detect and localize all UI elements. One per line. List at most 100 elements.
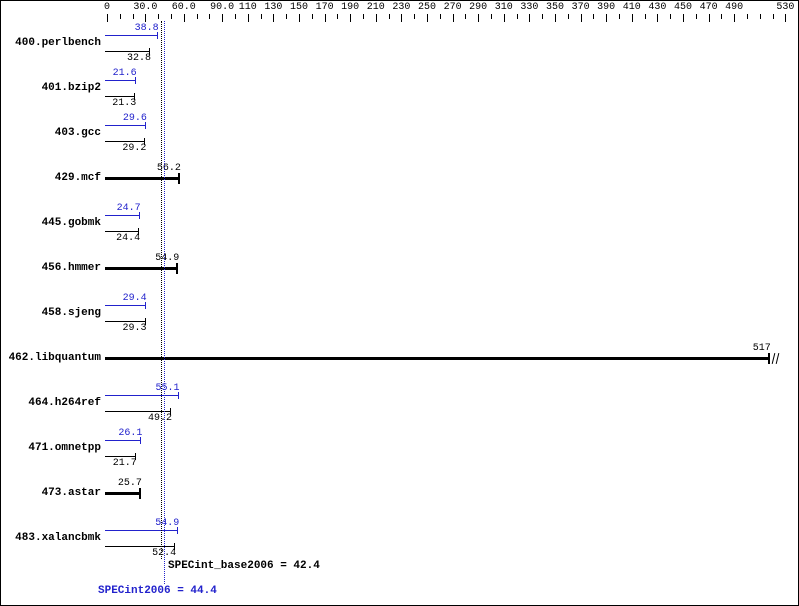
axis-tick-label: 30.0 — [133, 2, 158, 13]
axis-tick — [516, 14, 518, 19]
peak-reference-line — [163, 21, 165, 584]
axis-tick — [580, 14, 582, 22]
base-bar — [105, 321, 145, 322]
axis-tick-label: 390 — [597, 2, 616, 13]
base-bar — [105, 96, 135, 97]
axis-tick — [337, 14, 339, 19]
benchmark-label: 464.h264ref — [28, 397, 101, 409]
base-value-label: 21.7 — [112, 458, 137, 469]
peak-value-label: 54.9 — [155, 518, 180, 529]
axis-tick-label: 410 — [622, 2, 641, 13]
bar-value-label: 56.2 — [156, 163, 181, 174]
benchmark-label: 458.sjeng — [41, 307, 101, 319]
peak-bar — [105, 215, 139, 216]
axis-tick — [721, 14, 723, 19]
axis-tick-label: 210 — [366, 2, 385, 13]
base-bar-end-tick — [138, 228, 140, 235]
axis-tick — [734, 14, 736, 22]
base-bar-end-tick — [144, 138, 146, 145]
peak-mean-label: SPECint2006 = 44.4 — [98, 585, 217, 597]
base-value-label: 49.2 — [147, 413, 172, 424]
axis-tick — [119, 14, 121, 19]
axis-tick-label: 470 — [699, 2, 718, 13]
axis-tick — [183, 14, 185, 22]
bar-value-label: 54.9 — [155, 253, 180, 264]
axis-tick — [657, 14, 659, 22]
clip-mark — [775, 353, 780, 364]
axis-tick — [158, 14, 160, 19]
axis-tick-label: 230 — [392, 2, 411, 13]
axis-tick — [708, 14, 710, 22]
axis-tick — [785, 14, 787, 22]
axis-tick — [363, 14, 364, 19]
peak-bar — [105, 80, 135, 81]
peak-bar — [105, 395, 178, 396]
axis-tick-label: 150 — [289, 2, 309, 13]
result-bar — [105, 177, 179, 180]
peak-bar-end-tick — [134, 77, 136, 84]
benchmark-label: 456.hmmer — [41, 262, 101, 274]
base-value-label: 24.4 — [116, 233, 141, 244]
axis-tick-label: 490 — [725, 2, 744, 13]
axis-tick — [260, 14, 262, 19]
axis-tick — [644, 14, 646, 19]
axis-tick — [747, 14, 748, 19]
result-bar — [105, 357, 769, 360]
base-reference-line — [161, 21, 163, 559]
peak-value-label: 55.1 — [155, 383, 180, 394]
axis-tick — [235, 14, 236, 19]
peak-bar-end-tick — [144, 122, 146, 129]
bar-value-label: 25.7 — [117, 478, 142, 489]
axis-tick-label: 190 — [341, 2, 360, 13]
base-bar — [105, 231, 139, 232]
axis-tick — [171, 14, 172, 19]
axis-tick — [107, 14, 108, 22]
axis-tick — [299, 14, 300, 22]
axis-tick — [478, 14, 480, 22]
axis-tick-label: 290 — [469, 2, 488, 13]
base-bar — [105, 546, 175, 547]
axis-tick-label: 130 — [264, 2, 283, 13]
base-bar-end-tick — [134, 453, 136, 460]
axis-tick — [209, 14, 211, 19]
axis-tick-label: 330 — [520, 2, 539, 13]
axis-tick — [619, 14, 620, 19]
axis-tick-label: 310 — [494, 2, 513, 13]
axis-tick — [542, 14, 544, 19]
axis-tick — [567, 14, 569, 19]
axis-tick-label: 450 — [673, 2, 693, 13]
axis-tick — [439, 14, 441, 19]
axis-tick-label: 370 — [571, 2, 590, 13]
axis-tick — [759, 14, 761, 19]
benchmark-label: 471.omnetpp — [28, 442, 101, 454]
base-bar-end-tick — [149, 48, 150, 55]
benchmark-label: 445.gobmk — [41, 217, 101, 229]
axis-tick-label: 350 — [545, 2, 565, 13]
axis-tick-label: 60.0 — [171, 2, 196, 13]
axis-tick — [427, 14, 428, 22]
axis-tick — [555, 14, 556, 22]
axis-tick-label: 0 — [103, 2, 111, 13]
axis-tick — [491, 14, 492, 19]
axis-tick — [529, 14, 531, 22]
bar-end-tick — [138, 488, 141, 499]
base-bar-end-tick — [170, 408, 171, 415]
result-bar — [105, 492, 140, 495]
axis-tick — [593, 14, 595, 19]
base-value-label: 29.3 — [122, 323, 147, 334]
peak-value-label: 21.6 — [112, 68, 137, 79]
axis-tick — [606, 14, 608, 22]
axis-tick-label: 90.0 — [210, 2, 235, 13]
benchmark-label: 403.gcc — [54, 127, 101, 139]
base-bar — [105, 411, 170, 412]
base-value-label: 29.2 — [122, 143, 147, 154]
peak-bar-end-tick — [177, 392, 179, 399]
axis-tick — [222, 14, 224, 22]
peak-bar — [105, 35, 157, 36]
axis-tick — [247, 14, 249, 22]
axis-tick-label: 250 — [417, 2, 437, 13]
axis-tick — [772, 14, 774, 19]
axis-tick — [631, 14, 633, 22]
axis-tick-label: 110 — [238, 2, 257, 13]
